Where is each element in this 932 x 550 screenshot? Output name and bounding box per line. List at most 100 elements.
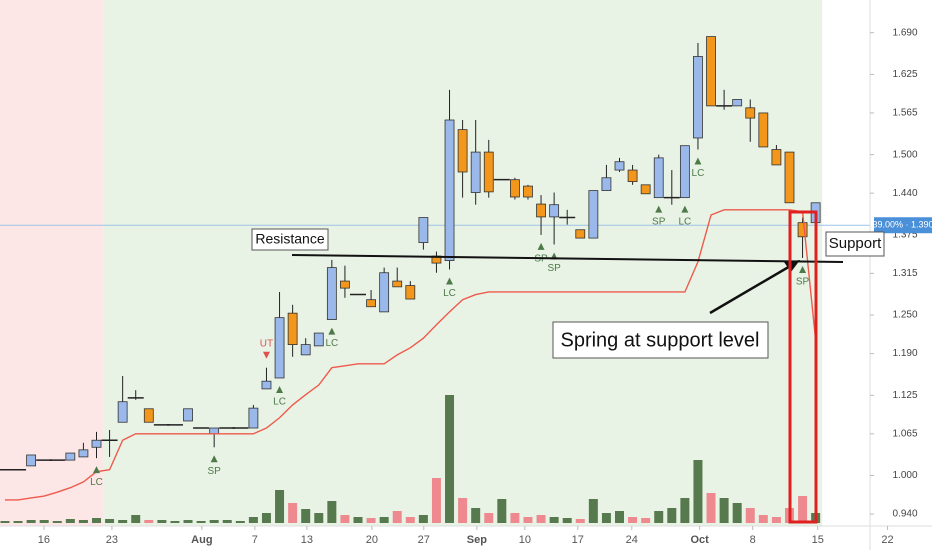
annotation-layer: Resistance Support Spring at support lev… [251,210,885,524]
signal-marker [262,351,270,359]
y-tick-label: 1.375 [892,230,917,241]
volume-bar [183,520,193,523]
x-tick-label: 13 [301,534,313,546]
volume-bar [405,517,415,523]
y-tick-label: 1.565 [892,108,917,119]
support-label: Support [829,235,882,252]
candle-body [78,449,89,458]
price-layer: LCSPUTLCLCLCSPSPSPLCLCSP [0,36,821,501]
candle-body [91,439,102,448]
volume-bar [667,508,677,523]
volume-bar [471,508,481,523]
volume-bar [562,518,572,523]
spring-box [552,321,769,359]
volume-bar [52,521,62,523]
volume-bar [497,499,507,523]
volume-bar [745,508,755,523]
candle-body [614,161,625,171]
volume-bar [588,499,598,523]
arrow-head [784,260,800,272]
resistance-box [251,228,329,251]
volume-bar [431,478,441,523]
candle-body [588,190,599,239]
volume-bar [392,511,402,523]
volume-bar [353,517,363,523]
volume-bar [549,517,559,523]
candle-body [601,177,612,191]
x-tick-label: 15 [812,534,824,546]
volume-bar [327,501,337,523]
candle-body [640,184,651,195]
volume-bar [13,521,23,523]
volume-bar [170,521,180,523]
volume-bar [510,513,520,523]
candle-body [248,407,259,429]
candle-body [405,285,416,300]
spring-label: Spring at support level [560,329,759,351]
candle-body [470,151,481,193]
volume-bar [261,513,271,523]
y-tick-label: 1.250 [892,310,917,321]
signal-label: LC [90,477,103,488]
volume-bar [798,496,808,523]
signal-marker [276,385,284,393]
support-box [825,231,885,257]
x-tick-label: Sep [467,534,487,546]
volume-bar [771,517,781,523]
volume-bar [105,519,115,523]
candle-body [300,344,311,356]
x-tick-label: 27 [418,534,430,546]
candle-body [693,56,703,139]
volume-bar [0,521,10,523]
candle-body [771,149,782,166]
x-tick-label: 23 [106,534,118,546]
signal-marker [537,242,545,250]
volume-bar [118,520,128,523]
volume-bar [301,509,311,523]
volume-bar [91,518,101,523]
volume-bar [157,520,167,523]
signal-label: SP [652,216,666,227]
x-tick-label: 10 [519,534,531,546]
y-tick-label: 1.000 [892,470,917,481]
volume-bar [418,515,428,523]
stop-line [4,209,817,501]
volume-bar [78,520,88,523]
signal-marker [92,466,100,474]
candle-body [510,179,520,198]
signal-marker [446,277,454,285]
candle-body [457,129,468,173]
x-tick-label: 8 [750,534,756,546]
y-tick-label: 1.315 [892,268,917,279]
volume-bar [275,490,285,523]
candle-body [340,280,350,289]
candle-body [183,408,193,422]
signal-marker [655,205,663,213]
candle-body [549,204,560,218]
volume-bar [654,511,664,523]
candle-body [287,312,298,346]
resistance-label: Resistance [255,231,324,247]
volume-bar [641,518,651,523]
signal-label: UT [260,338,273,349]
candle-body [326,267,337,320]
candle-body [523,185,533,198]
candle-body [797,222,808,238]
volume-bar [758,515,768,523]
candle-body [483,151,494,193]
signal-label: LC [443,288,456,299]
signal-marker [799,265,807,273]
candle-body [26,454,37,467]
signal-label: LC [273,397,286,408]
x-tick-label: 24 [626,534,638,546]
signal-label: SP [796,277,810,288]
volume-bar [65,519,75,523]
volume-bar [26,520,36,523]
volume-bar [706,493,716,523]
volume-bar [209,520,219,523]
volume-bar [39,520,49,523]
candle-body [274,317,285,379]
volume-bar [248,517,258,523]
volume-bar [732,503,742,523]
